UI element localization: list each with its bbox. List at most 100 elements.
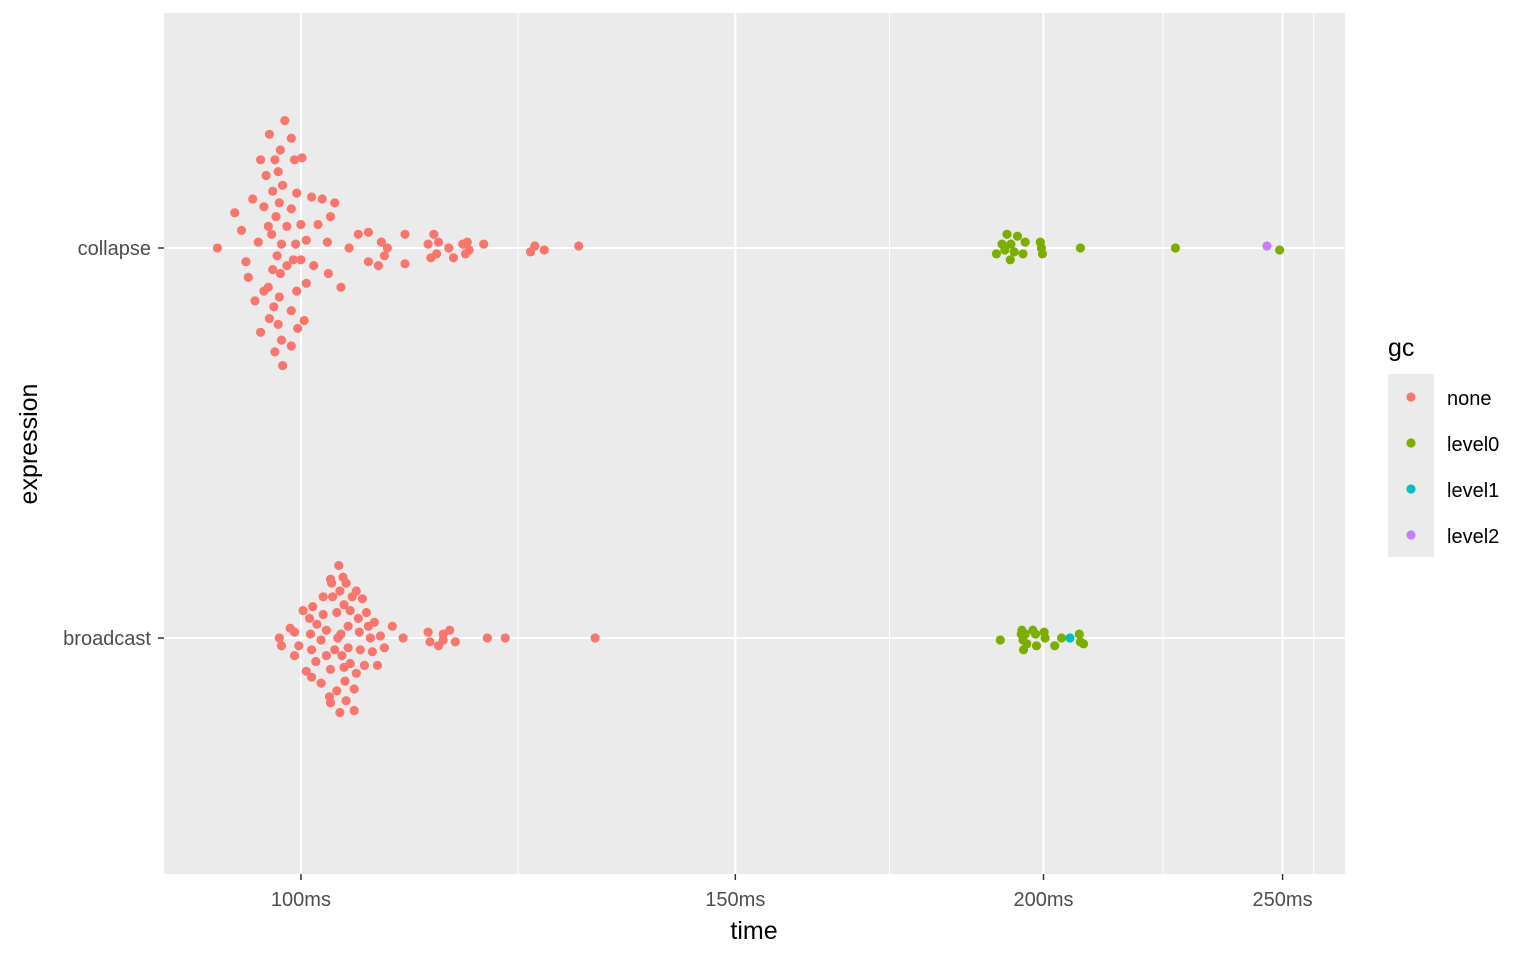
data-point-broadcast xyxy=(304,613,315,624)
data-point-broadcast xyxy=(359,660,369,671)
data-point-collapse xyxy=(344,243,354,253)
data-point-broadcast xyxy=(325,664,336,675)
data-point-collapse xyxy=(1262,241,1272,251)
data-point-collapse xyxy=(400,229,410,239)
data-point-collapse xyxy=(286,204,296,214)
data-point-broadcast xyxy=(308,602,318,612)
data-point-collapse xyxy=(299,315,309,326)
data-point-collapse xyxy=(286,306,296,316)
data-point-broadcast xyxy=(438,635,448,645)
data-point-collapse xyxy=(264,129,274,139)
data-point-collapse xyxy=(274,198,284,208)
plot-background xyxy=(164,13,1345,874)
data-point-broadcast xyxy=(1065,633,1075,643)
legend-key-level2 xyxy=(1406,530,1416,540)
data-point-collapse xyxy=(1037,249,1047,259)
data-point-collapse xyxy=(309,261,319,271)
data-point-collapse xyxy=(296,219,306,230)
data-point-collapse xyxy=(288,255,298,265)
data-point-broadcast xyxy=(361,607,371,618)
data-point-collapse xyxy=(273,319,283,329)
data-point-collapse xyxy=(462,237,472,247)
legend-label-level0: level0 xyxy=(1447,434,1499,456)
data-point-collapse xyxy=(263,282,273,292)
data-point-collapse xyxy=(1005,255,1015,265)
data-point-collapse xyxy=(530,241,540,251)
data-point-collapse xyxy=(1006,239,1016,249)
data-point-collapse xyxy=(1009,247,1019,257)
data-point-broadcast xyxy=(1020,629,1030,639)
x-axis: 100ms 150ms 200ms 250ms xyxy=(271,874,1313,911)
data-point-broadcast xyxy=(337,651,347,661)
data-point-broadcast xyxy=(1040,633,1050,643)
data-point-collapse xyxy=(275,268,285,279)
data-point-broadcast xyxy=(316,635,326,645)
legend-label-level2: level2 xyxy=(1447,526,1499,548)
data-point-collapse xyxy=(270,155,280,165)
data-point-collapse xyxy=(429,229,439,239)
data-point-collapse xyxy=(363,257,373,267)
y-tick-label: collapse xyxy=(78,238,151,260)
data-point-broadcast xyxy=(1050,641,1060,651)
data-point-collapse xyxy=(256,155,266,165)
data-point-collapse xyxy=(268,265,278,275)
data-point-broadcast xyxy=(339,600,349,610)
legend-title: gc xyxy=(1388,334,1414,362)
data-point-broadcast xyxy=(372,660,382,671)
data-point-broadcast xyxy=(305,629,316,639)
data-point-broadcast xyxy=(307,645,317,655)
data-point-broadcast xyxy=(321,651,331,661)
data-point-broadcast xyxy=(341,696,351,706)
data-point-collapse xyxy=(1002,229,1012,239)
data-point-broadcast xyxy=(312,619,322,629)
data-point-collapse xyxy=(272,251,282,261)
data-point-collapse xyxy=(363,227,373,237)
legend-label-level1: level1 xyxy=(1447,480,1499,502)
data-point-collapse xyxy=(243,272,253,282)
data-point-collapse xyxy=(248,194,258,204)
data-point-collapse xyxy=(539,245,549,255)
data-point-broadcast xyxy=(343,643,353,653)
data-point-collapse xyxy=(574,241,584,251)
data-point-broadcast xyxy=(276,641,287,651)
legend-label-none: none xyxy=(1447,388,1492,410)
data-point-collapse xyxy=(991,249,1002,259)
data-point-collapse xyxy=(400,259,410,269)
data-point-collapse xyxy=(322,237,332,247)
data-point-broadcast xyxy=(307,672,317,682)
data-point-collapse xyxy=(317,194,327,204)
data-point-broadcast xyxy=(318,609,328,620)
data-point-broadcast xyxy=(1031,641,1042,651)
data-point-broadcast xyxy=(318,592,328,602)
y-tick-label: broadcast xyxy=(63,628,151,650)
data-point-collapse xyxy=(1020,237,1030,247)
data-point-collapse xyxy=(376,237,386,247)
data-point-broadcast xyxy=(379,643,389,653)
data-point-collapse xyxy=(432,249,442,259)
data-point-collapse xyxy=(253,237,263,247)
data-point-broadcast xyxy=(369,617,379,627)
x-axis-title: time xyxy=(730,917,777,945)
data-point-collapse xyxy=(1000,245,1010,255)
data-point-collapse xyxy=(263,221,273,231)
data-point-collapse xyxy=(1012,231,1023,241)
data-point-collapse xyxy=(274,292,284,302)
data-point-broadcast xyxy=(327,578,337,588)
data-point-collapse xyxy=(448,253,459,263)
data-point-collapse xyxy=(273,167,283,177)
data-point-collapse xyxy=(479,239,489,249)
data-point-broadcast xyxy=(1022,639,1032,649)
data-point-broadcast xyxy=(1057,633,1067,643)
data-point-collapse xyxy=(379,251,389,261)
data-point-collapse xyxy=(382,243,392,253)
x-tick-label: 250ms xyxy=(1253,889,1313,911)
legend-key-level1 xyxy=(1406,484,1416,494)
data-point-collapse xyxy=(250,296,260,306)
data-point-broadcast xyxy=(450,637,460,647)
data-point-collapse xyxy=(269,302,279,312)
data-point-collapse xyxy=(444,243,454,253)
data-point-broadcast xyxy=(398,633,408,643)
data-point-collapse xyxy=(230,208,240,218)
data-point-broadcast xyxy=(365,633,375,643)
